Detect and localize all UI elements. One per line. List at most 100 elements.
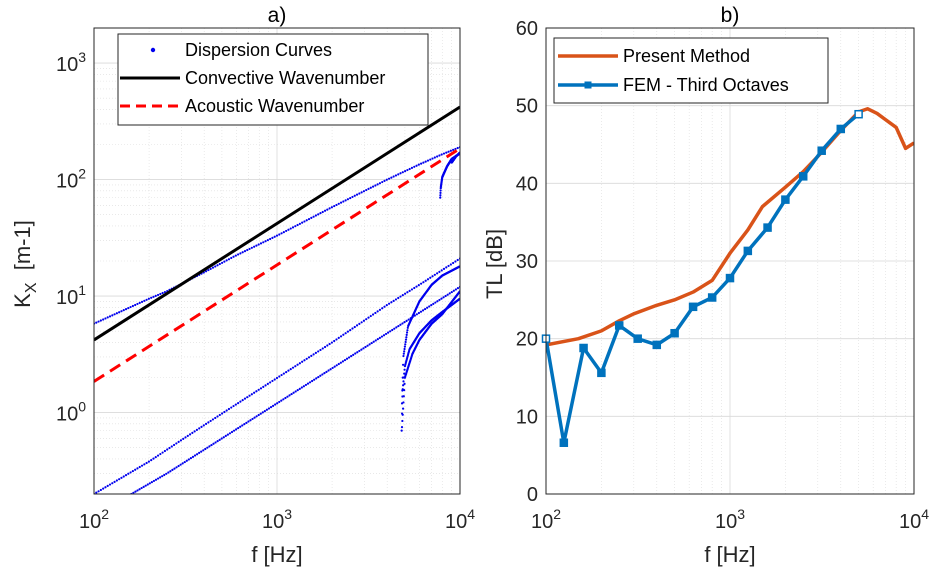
dispersion-point [287,228,290,231]
dispersion-point [204,447,207,451]
dispersion-point [343,358,347,362]
dispersion-point [307,217,311,221]
dispersion-point [120,476,123,479]
dispersion-point [404,292,407,295]
panel-b-y-tick-label: 40 [516,173,538,195]
dispersion-point [154,294,157,297]
dispersion-point [264,384,267,387]
dispersion-point [124,308,128,311]
dispersion-point [362,319,366,322]
dispersion-point [328,207,331,210]
dispersion-point [355,324,359,327]
dispersion-point [280,373,283,377]
dispersion-point [169,470,172,473]
dispersion-point [195,453,199,456]
panel-a-y-label-main: K [10,293,35,308]
dispersion-point [243,423,246,426]
dispersion-point [438,270,441,273]
dispersion-point [406,168,409,172]
panel-a-y-label-sub: X [23,282,40,293]
dispersion-point [326,208,329,211]
dispersion-point [241,399,244,402]
dispersion-point [354,352,357,355]
dispersion-point [376,183,379,186]
dispersion-point [390,301,393,304]
panel-b-x-tick-label: 103 [715,506,745,533]
dispersion-point [216,440,219,443]
dispersion-point [415,313,418,316]
dispersion-point [404,343,407,346]
dispersion-point [419,310,423,313]
dispersion-point [312,353,315,356]
dispersion-point [251,417,254,421]
dispersion-point [362,190,366,193]
dispersion-point [289,368,292,371]
fem-marker [579,343,588,353]
dispersion-point [147,460,150,463]
dispersion-point [432,302,435,305]
dispersion-point [99,319,102,322]
dispersion-point [410,166,414,169]
dispersion-point [387,302,391,305]
dispersion-point [248,247,251,251]
dispersion-point [301,360,304,363]
dispersion-point [288,394,291,397]
dispersion-point [262,241,265,244]
dispersion-point [255,244,258,247]
panel-b-y-axis-label: TL [dB] [482,229,507,299]
dispersion-point [445,266,448,269]
dispersion-point [243,250,247,253]
dispersion-point [264,240,267,243]
dispersion-point [323,372,326,375]
dispersion-point [382,334,386,337]
dispersion-point [189,457,193,460]
fem-marker [798,172,808,181]
dispersion-point [380,335,384,338]
dispersion-point [181,462,184,465]
dispersion-point [422,161,425,164]
dispersion-point [239,425,242,428]
dispersion-point [99,488,102,492]
dispersion-point [402,384,405,387]
dispersion-point [154,455,157,459]
dispersion-point [365,188,368,192]
dispersion-curve-5 [400,290,460,429]
dispersion-point [344,199,347,202]
dispersion-point [445,151,448,154]
dispersion-point [170,445,173,448]
dispersion-point [387,331,390,334]
dispersion-point [245,421,248,424]
dispersion-point [352,353,355,356]
panel-a-y-tick-label: 103 [56,49,86,76]
dispersion-point [349,196,352,200]
dispersion-point [221,412,224,415]
dispersion-point [177,440,180,444]
dispersion-point [333,204,336,208]
dispersion-point [401,407,405,410]
panel-b-y-tick-label: 30 [516,251,538,273]
dispersion-point [403,382,406,386]
dispersion-point [339,335,343,338]
dispersion-point [367,316,370,319]
dispersion-point [337,362,340,366]
dispersion-point [298,387,301,390]
dispersion-point [262,385,265,388]
dispersion-point [403,345,406,348]
dispersion-point [224,434,227,438]
dispersion-point [447,150,450,153]
dispersion-point [144,484,147,487]
legend-dispersion-marker [150,47,156,53]
dispersion-point [406,329,409,332]
dispersion-point [444,294,447,298]
dispersion-point [266,238,269,242]
dispersion-point [406,326,409,329]
dispersion-point [401,171,404,174]
dispersion-point [328,342,331,346]
dispersion-point [259,412,262,415]
panel-b-legend-box [553,37,829,104]
dispersion-point [449,263,452,266]
dispersion-point [118,311,121,314]
dispersion-point [405,331,409,334]
fem-marker [854,109,863,119]
panel-a-y-tick-label: 102 [56,166,86,193]
